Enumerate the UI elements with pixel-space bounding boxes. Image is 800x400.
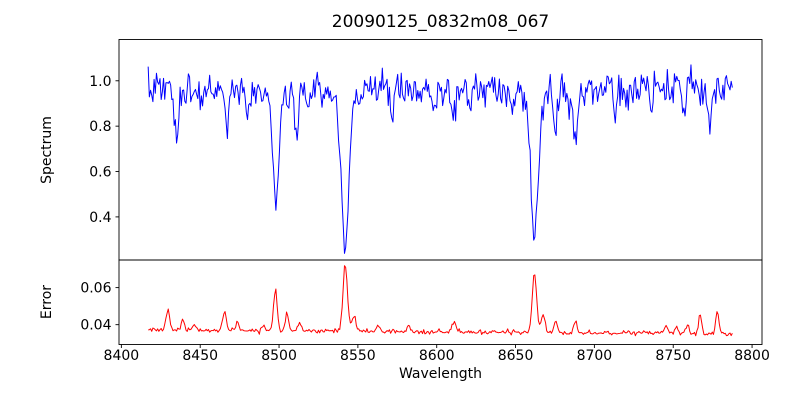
x-axis-label: Wavelength xyxy=(119,366,762,382)
figure: 0.4 0.6 0.8 1.0 0.04 0.06 8400 8450 8500 8550 8600… xyxy=(0,0,800,400)
y-tick-label: 0.4 xyxy=(89,210,111,226)
y-axis-label-error: Error xyxy=(39,285,55,319)
x-tick-label: 8800 xyxy=(734,348,770,364)
spectrum-line xyxy=(148,65,732,253)
y-tick-label: 0.8 xyxy=(89,119,111,135)
x-tick-label: 8400 xyxy=(104,348,140,364)
y-tick-label: 0.6 xyxy=(89,165,111,181)
y-tick-label: 0.04 xyxy=(80,318,111,334)
x-tick-label: 8500 xyxy=(261,348,297,364)
chart-title: 20090125_0832m08_067 xyxy=(119,12,762,32)
y-tick-label: 1.0 xyxy=(89,74,111,90)
error-line xyxy=(148,266,732,336)
spectrum-axes-frame xyxy=(119,40,762,261)
x-tick-label: 8550 xyxy=(340,348,376,364)
x-tick-label: 8650 xyxy=(498,348,534,364)
y-tick-label: 0.06 xyxy=(80,281,111,297)
x-tick-label: 8450 xyxy=(182,348,218,364)
y-axis-label-spectrum: Spectrum xyxy=(39,116,55,184)
x-tick-label: 8700 xyxy=(577,348,613,364)
x-tick-label: 8750 xyxy=(655,348,691,364)
plot-canvas: 0.4 0.6 0.8 1.0 0.04 0.06 8400 8450 8500 8550 8600… xyxy=(0,0,800,400)
x-tick-label: 8600 xyxy=(419,348,455,364)
